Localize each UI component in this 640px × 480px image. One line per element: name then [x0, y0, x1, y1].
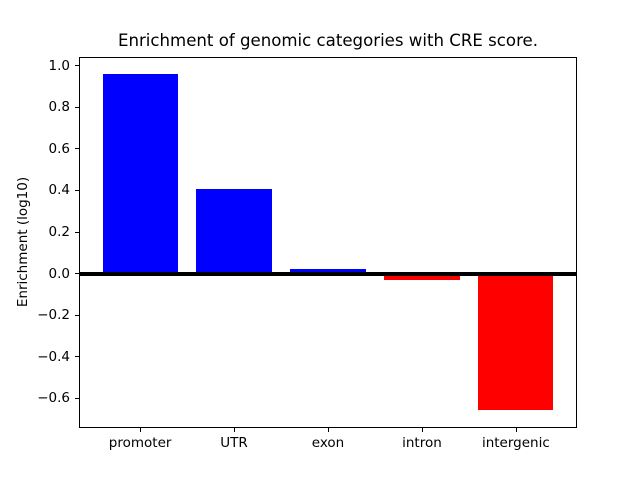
- y-tick-mark: [75, 106, 80, 108]
- y-tick-mark: [75, 356, 80, 358]
- x-tick-label: intergenic: [481, 435, 550, 452]
- y-tick-mark: [75, 65, 80, 67]
- y-tick-mark: [75, 189, 80, 191]
- x-tick-label: intron: [402, 435, 442, 452]
- x-tick-label: exon: [311, 435, 345, 452]
- bar-intergenic: [478, 273, 554, 410]
- bar-intron: [384, 273, 460, 280]
- x-tick-mark: [234, 428, 236, 433]
- y-tick-label: 0.2: [48, 224, 70, 241]
- y-tick-label: −0.6: [37, 390, 70, 407]
- y-tick-label: −0.4: [37, 348, 70, 365]
- x-tick-label: UTR: [220, 435, 248, 452]
- y-tick-label: 0.4: [48, 182, 70, 199]
- x-tick-mark: [328, 428, 329, 433]
- chart-title: Enrichment of genomic categories with CR…: [117, 31, 539, 50]
- y-tick-label: 0.8: [48, 99, 70, 116]
- y-tick-label: 1.0: [48, 57, 70, 74]
- y-tick-mark: [75, 397, 80, 399]
- x-tick-mark: [421, 428, 423, 433]
- y-tick-label: −0.2: [37, 307, 70, 324]
- y-tick-mark: [75, 273, 80, 275]
- x-tick-mark: [140, 428, 142, 433]
- zero-baseline: [80, 271, 576, 276]
- bar-exon: [290, 269, 366, 274]
- bar-promoter: [102, 74, 178, 274]
- x-tick-label: promoter: [108, 435, 172, 452]
- bar-UTR: [196, 189, 272, 274]
- y-tick-mark: [75, 314, 80, 316]
- y-tick-mark: [75, 148, 80, 150]
- y-tick-mark: [75, 231, 80, 233]
- y-tick-label: 0.0: [48, 265, 70, 282]
- y-tick-label: 0.6: [48, 140, 70, 157]
- x-tick-mark: [515, 428, 517, 433]
